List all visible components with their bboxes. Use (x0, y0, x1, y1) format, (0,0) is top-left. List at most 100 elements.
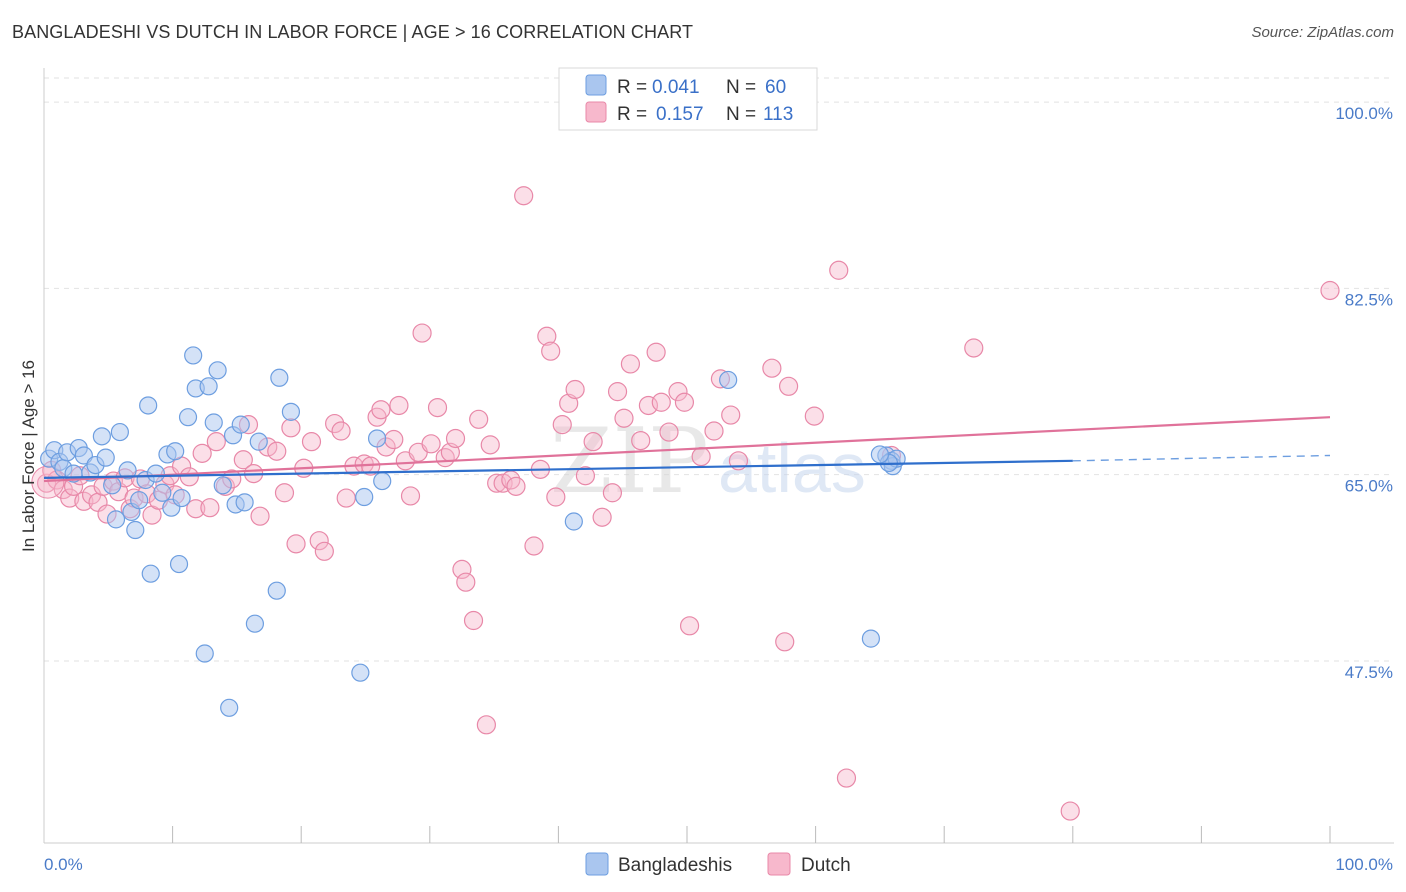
dutch-point (445, 428, 466, 449)
source-label: Source: ZipAtlas.com (1251, 24, 1394, 41)
dutch-point (964, 338, 984, 358)
bangladeshi-point (92, 427, 111, 446)
watermark: ZIP atlas (550, 409, 866, 514)
bottom-legend-label-dutch: Dutch (801, 855, 851, 876)
dutch-point (301, 432, 322, 452)
dutch-point (267, 441, 287, 461)
bangladeshi-point (141, 564, 160, 583)
dutch-point (541, 341, 561, 361)
dutch-point (646, 342, 666, 362)
legend-r-value-2: 0.157 (656, 104, 704, 125)
dutch-point (480, 435, 500, 455)
bangladeshi-point (281, 402, 301, 421)
dutch-point (836, 768, 857, 788)
dutch-point (309, 531, 329, 551)
bangladeshi-point (126, 520, 145, 540)
x-tick-labels: 0.0% 100.0% (44, 855, 1393, 874)
bangladeshi-point (719, 370, 738, 390)
y-tick-label: 100.0% (1335, 104, 1393, 123)
dutch-point (679, 616, 700, 636)
dutch-point (186, 499, 206, 519)
bangladeshi-point (208, 361, 227, 380)
x-ticks (172, 826, 1331, 843)
y-axis-label: In Labor Force | Age > 16 (19, 360, 38, 552)
bangladeshi-point (184, 346, 203, 365)
legend-r-value-1: 0.041 (652, 77, 700, 98)
bangladeshi-point (195, 644, 214, 663)
bangladeshi-point (870, 445, 890, 464)
legend-box: R = 0.041 N = 60 R = 0.157 N = 113 (558, 67, 818, 131)
bangladeshi-point (220, 698, 239, 717)
dutch-point (469, 409, 489, 429)
bangladeshi-point (130, 491, 149, 510)
dutch-point (206, 432, 226, 452)
bottom-legend-label-bangladeshis: Bangladeshis (618, 855, 732, 876)
bangladeshi-point (351, 663, 370, 682)
dutch-point (487, 473, 507, 493)
dutch-point (281, 418, 301, 438)
x-tick-label-max: 100.0% (1335, 855, 1393, 874)
dutch-point (192, 443, 212, 463)
bangladeshi-point (373, 471, 392, 491)
dutch-point (546, 487, 566, 507)
dutch-point (829, 260, 849, 280)
dutch-point (575, 466, 596, 486)
dutch-point (552, 415, 572, 435)
y-tick-label: 82.5% (1345, 290, 1393, 309)
dutch-point (631, 430, 651, 451)
legend-swatch-pink (585, 101, 607, 123)
y-tick-label: 65.0% (1345, 477, 1393, 496)
bangladeshi-point (103, 476, 122, 495)
bangladeshi-point (270, 368, 289, 387)
dutch-trend-line (43, 416, 1331, 483)
dutch-point (668, 382, 688, 402)
legend-r-label-1: R = (617, 77, 647, 98)
bangladeshi-point (169, 554, 189, 574)
dutch-point (506, 476, 526, 496)
dutch-point (179, 467, 199, 487)
dutch-point (804, 406, 824, 426)
bangladeshi-point (172, 488, 191, 508)
bangladeshi-point (355, 487, 374, 507)
dutch-point (74, 491, 94, 511)
bangladeshi-point (245, 614, 265, 633)
dutch-point (620, 354, 641, 374)
bangladeshi-point (235, 493, 254, 512)
dutch-point (514, 186, 534, 206)
bangladeshi-point (861, 629, 880, 648)
dutch-point (537, 326, 557, 346)
dutch-point (674, 392, 695, 412)
dutch-point (602, 483, 623, 503)
bangladeshi-points (40, 346, 906, 717)
bangladeshi-point (367, 429, 387, 448)
trend-lines (43, 416, 1331, 483)
legend-n-value-2: 113 (763, 104, 793, 125)
bangladeshi-point (213, 476, 232, 495)
bottom-legend-swatch-blue (585, 852, 609, 876)
dutch-point (721, 405, 741, 425)
dutch-point (427, 397, 448, 418)
dutch-point (331, 421, 351, 441)
dutch-point (200, 498, 220, 518)
legend-n-value-1: 60 (765, 77, 786, 98)
dutch-point (371, 400, 391, 420)
legend-swatch-blue (585, 74, 607, 96)
chart-title: BANGLADESHI VS DUTCH IN LABOR FORCE | AG… (12, 22, 694, 42)
dutch-point (325, 413, 345, 434)
dutch-point (286, 534, 306, 554)
bangladeshi-point (231, 415, 250, 434)
watermark-zip: ZIP (550, 409, 709, 514)
dutch-point (524, 536, 544, 556)
dutch-point (691, 446, 711, 467)
dutch-point (250, 506, 270, 526)
bangladeshi-point (96, 448, 115, 467)
dutch-point (476, 715, 496, 735)
dutch-point (233, 450, 253, 470)
bangladeshi-point (564, 512, 583, 531)
dutch-point (583, 432, 603, 452)
legend-r-label-2: R = (617, 104, 647, 125)
dutch-point (1060, 801, 1080, 821)
bangladeshi-trend-extension (1072, 454, 1331, 462)
dutch-point (389, 395, 409, 416)
dutch-point (456, 572, 476, 592)
